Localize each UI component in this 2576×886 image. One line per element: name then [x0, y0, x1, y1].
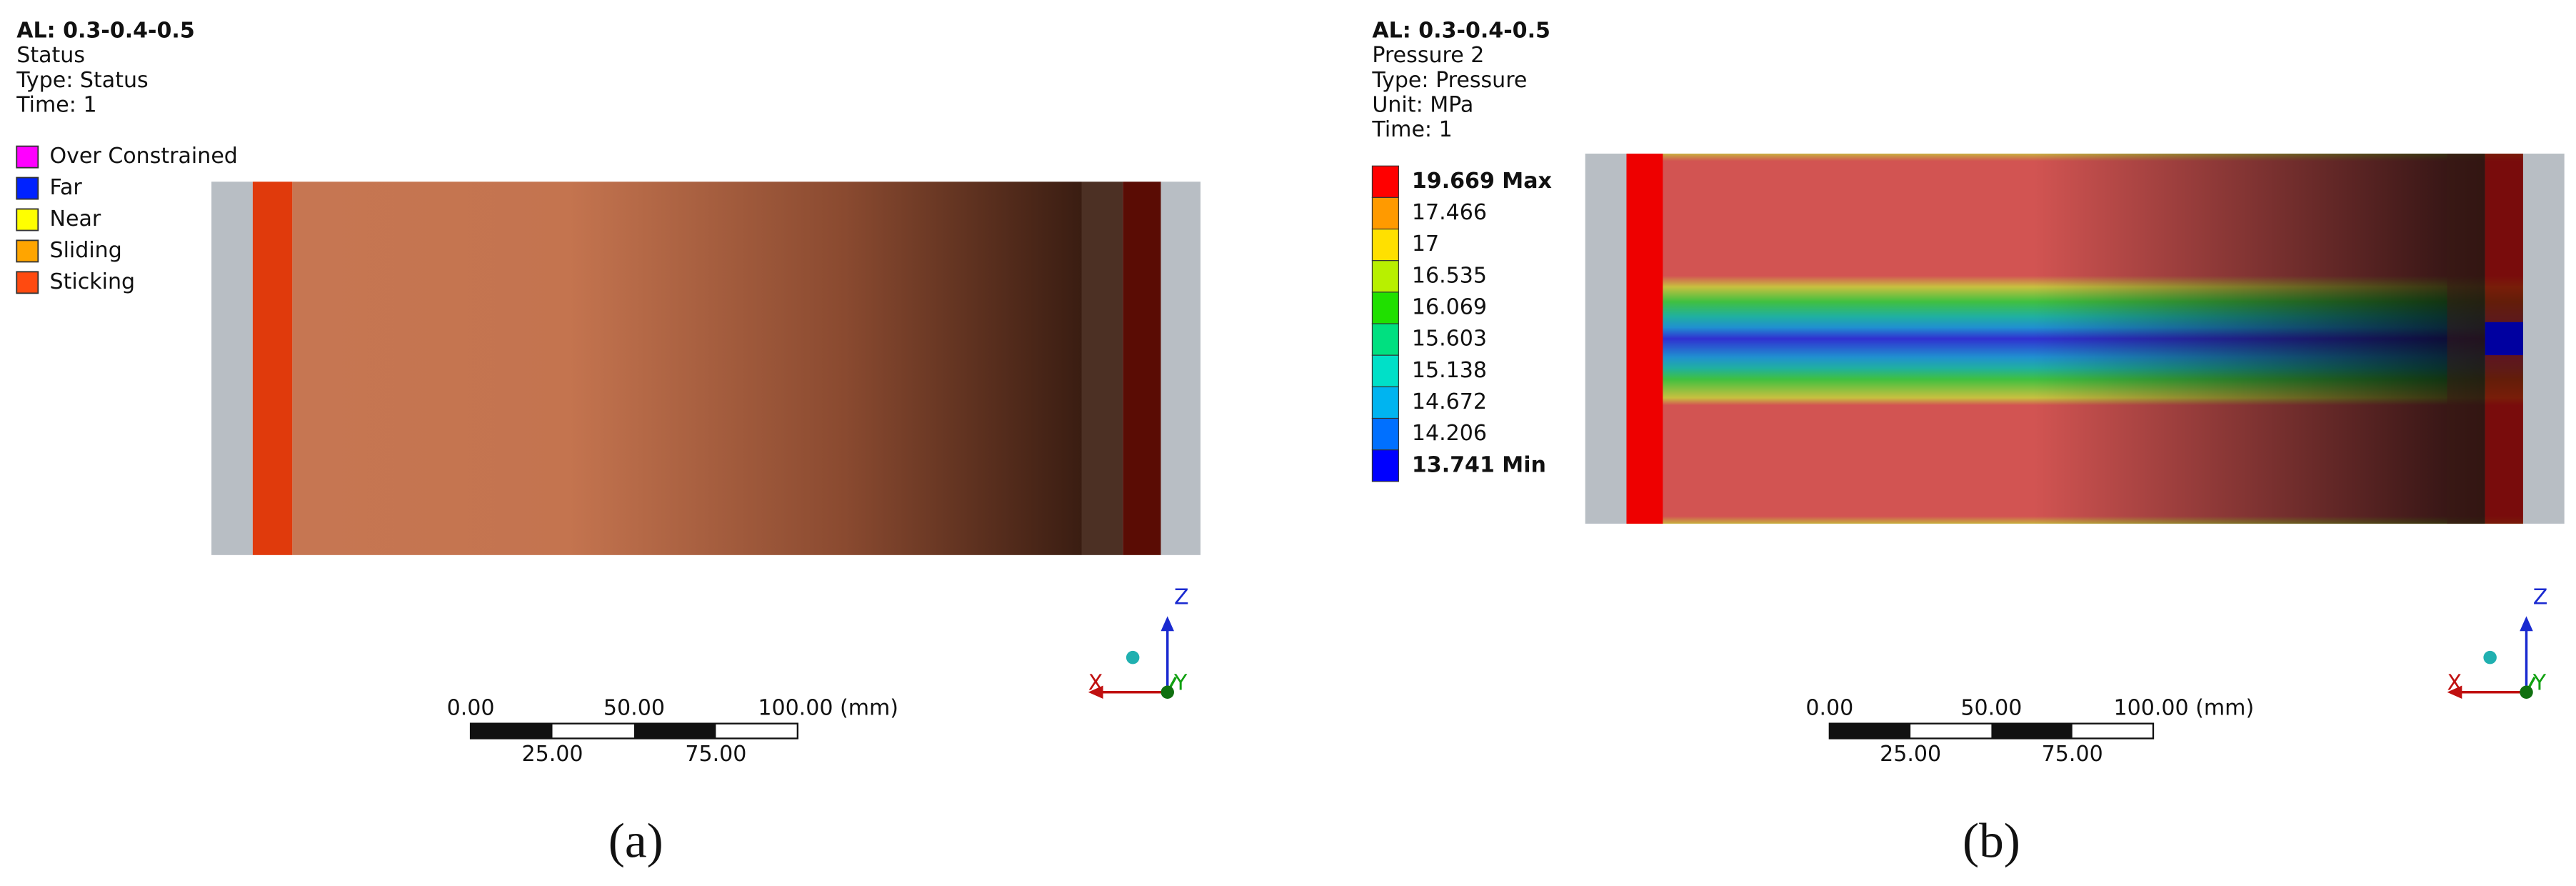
legend-label: Sliding: [49, 238, 121, 263]
scale-label: 25.00: [521, 742, 583, 767]
legend-label: Near: [49, 206, 101, 232]
scale-bar-b: [1828, 722, 2155, 740]
scale-label: 75.00: [2042, 742, 2103, 767]
legend-swatch: [1371, 386, 1399, 419]
legend-label: Sticking: [49, 269, 135, 294]
legend-label: Far: [49, 175, 82, 200]
axis-label: Y: [2532, 671, 2547, 696]
axis-label: Z: [2533, 584, 2548, 609]
legend-swatch: [1371, 323, 1399, 356]
caption: (a): [608, 814, 663, 869]
legend-swatch: [1371, 417, 1399, 451]
header-line: Type: Status: [16, 68, 148, 93]
legend-label: 14.672: [1412, 389, 1487, 414]
legend-swatch: [1371, 260, 1399, 293]
scale-label: 100.00 (mm): [2114, 695, 2255, 720]
legend-label: 16.069: [1412, 294, 1487, 319]
legend-swatch: [1371, 228, 1399, 262]
axis-label: X: [1088, 671, 1103, 696]
legend-label: 17: [1412, 232, 1439, 257]
header-line: AL: 0.3-0.4-0.5: [1372, 18, 1550, 43]
scale-bar-a: [469, 722, 798, 740]
legend-swatch: [16, 176, 39, 200]
scale-label: 100.00 (mm): [758, 695, 898, 720]
axis-label: Y: [1173, 671, 1188, 696]
legend-swatch: [16, 271, 39, 294]
header-line: Type: Pressure: [1371, 68, 1527, 93]
legend-label: Over Constrained: [49, 144, 237, 169]
legend-swatch: [1371, 354, 1399, 387]
header-line: AL: 0.3-0.4-0.5: [16, 18, 195, 43]
legend-label: 13.741 Min: [1412, 452, 1546, 477]
header-line: Unit: MPa: [1372, 92, 1473, 117]
legend-swatch: [1371, 165, 1399, 198]
legend-label: 14.206: [1412, 421, 1487, 446]
legend-swatch: [1371, 292, 1399, 324]
legend-swatch: [16, 145, 39, 169]
triad-a: [1088, 616, 1177, 699]
caption: (b): [1963, 814, 2020, 869]
header-line: Status: [16, 43, 85, 68]
model-b: [1585, 154, 2565, 524]
model-a: [211, 181, 1201, 555]
header-line: Time: 1: [16, 92, 96, 117]
scale-label: 0.00: [1805, 695, 1853, 720]
header-line: Time: 1: [1371, 117, 1452, 142]
legend-swatch: [1371, 196, 1399, 230]
axis-label: Z: [1174, 584, 1189, 609]
scale-label: 25.00: [1880, 742, 1941, 767]
triad-b: [2447, 616, 2536, 699]
legend-swatch: [16, 239, 39, 263]
scale-label: 50.00: [603, 695, 665, 720]
legend-label: 17.466: [1412, 200, 1487, 225]
legend-label: 16.535: [1412, 263, 1487, 288]
legend-swatch: [16, 208, 39, 232]
legend-label: 19.669 Max: [1412, 169, 1552, 194]
legend-label: 15.138: [1412, 358, 1487, 383]
scale-label: 50.00: [1960, 695, 2022, 720]
scale-label: 75.00: [685, 742, 746, 767]
legend-swatch: [1371, 449, 1399, 482]
legend-label: 15.603: [1412, 327, 1487, 352]
scale-label: 0.00: [447, 695, 495, 720]
axis-label: X: [2447, 671, 2462, 696]
header-line: Pressure 2: [1372, 43, 1484, 68]
